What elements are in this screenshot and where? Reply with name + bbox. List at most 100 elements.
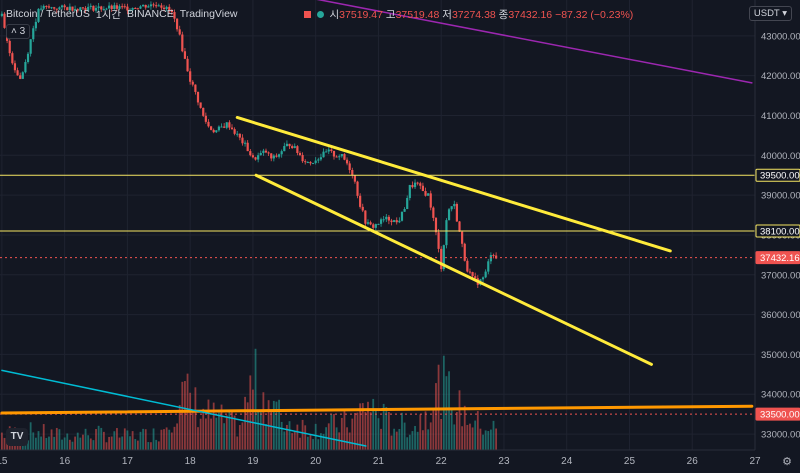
candle-body bbox=[468, 271, 472, 273]
candle-body bbox=[424, 191, 427, 196]
candle bbox=[131, 7, 134, 12]
candle bbox=[152, 2, 155, 8]
candle bbox=[442, 244, 445, 272]
candle bbox=[366, 219, 370, 226]
orange-trend-line bbox=[0, 404, 754, 415]
candle-body bbox=[47, 6, 51, 8]
volume-bar bbox=[34, 437, 37, 450]
candle bbox=[42, 4, 45, 10]
volume-bar bbox=[374, 410, 377, 450]
candle-body bbox=[92, 5, 95, 11]
currency-selector[interactable]: USDT ▾ bbox=[748, 6, 792, 21]
candle bbox=[387, 215, 391, 225]
volume-bar bbox=[359, 403, 362, 450]
candle-body bbox=[445, 220, 448, 246]
candle-body bbox=[74, 9, 77, 11]
candle bbox=[230, 124, 234, 130]
y-tick-label: 39000.00 bbox=[761, 191, 800, 202]
candle bbox=[74, 5, 77, 11]
candle bbox=[325, 149, 328, 153]
candle bbox=[327, 147, 330, 155]
candle bbox=[202, 107, 205, 117]
volume-bar bbox=[471, 427, 474, 450]
candle bbox=[134, 7, 137, 9]
candle-body bbox=[272, 155, 275, 159]
candle-body bbox=[251, 155, 255, 158]
candle-body bbox=[421, 185, 424, 192]
volume-bar bbox=[236, 436, 239, 450]
candle bbox=[461, 230, 464, 248]
candle-body bbox=[338, 156, 341, 158]
candle bbox=[141, 4, 145, 7]
volume-bar bbox=[495, 428, 498, 450]
candle bbox=[393, 219, 396, 223]
candle-body bbox=[343, 154, 346, 160]
candle bbox=[105, 7, 108, 11]
volume-bar bbox=[385, 407, 388, 450]
candle bbox=[259, 150, 262, 156]
candle-body bbox=[413, 182, 417, 188]
candle-body bbox=[11, 53, 14, 64]
candle bbox=[191, 80, 194, 87]
volume-bar bbox=[40, 436, 43, 450]
interval-label[interactable]: 1시간 bbox=[95, 8, 122, 21]
volume-bar bbox=[286, 424, 288, 450]
candle bbox=[87, 3, 90, 12]
candle-body bbox=[361, 206, 364, 211]
candle bbox=[175, 18, 179, 32]
candle bbox=[157, 3, 160, 7]
volume-bar bbox=[304, 425, 307, 450]
indicators-toggle[interactable]: ˄ 3 bbox=[6, 24, 31, 39]
symbol-name[interactable]: Bitcoin / TetherUS bbox=[6, 8, 90, 20]
candle-body bbox=[118, 6, 121, 9]
candle bbox=[100, 5, 103, 12]
candle bbox=[424, 187, 427, 197]
candle-body bbox=[24, 62, 27, 73]
price-level-badge bbox=[755, 224, 800, 238]
volume-bar bbox=[155, 439, 158, 450]
volume-bar bbox=[79, 437, 82, 450]
cyan-trend-line bbox=[1, 369, 367, 447]
candle bbox=[24, 59, 27, 74]
candle-body bbox=[359, 195, 362, 207]
x-tick-label: 27 bbox=[749, 456, 761, 467]
candle bbox=[168, 4, 171, 14]
candle-body bbox=[427, 193, 430, 196]
candle-body bbox=[243, 142, 247, 144]
candle-body bbox=[484, 271, 487, 278]
volume-bar bbox=[463, 405, 466, 450]
candle bbox=[21, 71, 24, 79]
candle bbox=[84, 6, 87, 14]
candle-body bbox=[280, 151, 283, 155]
tradingview-logo-icon[interactable]: TV bbox=[6, 428, 28, 446]
candle bbox=[178, 25, 181, 36]
volume-bar bbox=[398, 428, 401, 450]
candle bbox=[400, 211, 404, 222]
volume-bar bbox=[170, 432, 173, 450]
source-label: TradingView bbox=[179, 8, 238, 20]
volume-bar bbox=[53, 436, 56, 450]
candle bbox=[236, 130, 239, 137]
gear-icon[interactable]: ⚙ bbox=[782, 456, 792, 468]
candle bbox=[293, 143, 296, 149]
candle-body bbox=[66, 7, 69, 11]
volume-bar bbox=[325, 427, 328, 450]
volume-bar bbox=[401, 412, 403, 450]
candle-body bbox=[100, 6, 103, 10]
volume-bar bbox=[288, 421, 291, 450]
x-tick-label: 20 bbox=[310, 456, 322, 467]
candle bbox=[115, 2, 119, 11]
candle-body bbox=[199, 102, 202, 108]
candle-body bbox=[335, 156, 338, 158]
volume-bar bbox=[163, 429, 165, 450]
candle-body bbox=[155, 5, 158, 7]
volume-bar bbox=[377, 418, 380, 450]
candle bbox=[246, 140, 249, 152]
candle bbox=[447, 207, 451, 221]
candle-body bbox=[319, 157, 323, 160]
volume-bar bbox=[92, 440, 95, 450]
volume-bar bbox=[335, 427, 338, 450]
candle-body bbox=[332, 150, 336, 157]
flag-icon[interactable] bbox=[303, 10, 311, 18]
